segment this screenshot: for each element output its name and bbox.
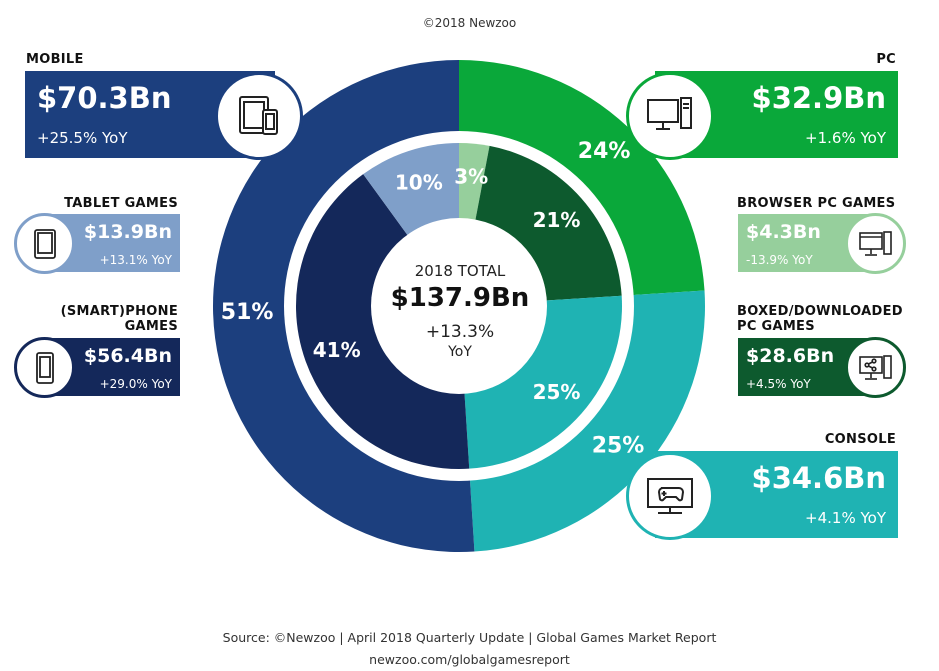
center-growth: +13.3%	[425, 322, 495, 342]
tablet-title: TABLET GAMES	[64, 196, 178, 211]
inner-label-4: 10%	[395, 170, 443, 194]
console-value: $34.6Bn	[751, 461, 886, 495]
desktop-computer-icon	[626, 72, 714, 160]
phone-title-line1: (SMART)PHONE	[60, 304, 178, 319]
boxed-yoy: +4.5% YoY	[746, 377, 811, 391]
outer-label-1: 25%	[592, 434, 645, 459]
center-hole	[371, 218, 547, 394]
tablet-phone-icon	[215, 72, 303, 160]
phone-title-line2: GAMES	[124, 319, 178, 334]
mobile-value: $70.3Bn	[37, 81, 172, 115]
inner-label-2: 25%	[533, 380, 581, 404]
tablet-value: $13.9Bn	[83, 221, 172, 243]
inner-label-0: 3%	[454, 165, 488, 189]
browser-computer-icon	[845, 213, 906, 274]
console-title: CONSOLE	[824, 432, 896, 447]
center-title: 2018 TOTAL	[414, 262, 506, 280]
pc-value: $32.9Bn	[751, 81, 886, 115]
browser-value: $4.3Bn	[746, 221, 821, 243]
outer-label-0: 24%	[578, 139, 631, 164]
pc-title: PC	[876, 52, 896, 67]
outer-label-2: 51%	[221, 300, 274, 325]
mobile-title: MOBILE	[26, 52, 84, 67]
phone-title: (SMART)PHONE GAMES	[40, 304, 178, 334]
tablet-icon	[14, 213, 75, 274]
copyright-text: ©2018 Newzoo	[422, 16, 517, 30]
center-total: $137.9Bn	[390, 283, 530, 313]
browser-title: BROWSER PC GAMES	[737, 196, 896, 211]
source-url: newzoo.com/globalgamesreport	[369, 652, 570, 667]
inner-label-1: 21%	[533, 208, 581, 232]
boxed-title-line1: BOXED/DOWNLOADED	[737, 304, 903, 319]
inner-label-3: 41%	[313, 338, 361, 362]
smartphone-icon	[14, 337, 75, 398]
source-text: Source: ©Newzoo | April 2018 Quarterly U…	[222, 630, 717, 645]
mobile-yoy: +25.5% YoY	[37, 129, 128, 147]
pc-yoy: +1.6% YoY	[805, 129, 886, 147]
center-growth-unit: YoY	[448, 344, 472, 360]
browser-yoy: -13.9% YoY	[746, 253, 813, 267]
boxed-value: $28.6Bn	[746, 345, 835, 367]
boxed-title: BOXED/DOWNLOADED PC GAMES	[737, 304, 903, 334]
boxed-title-line2: PC GAMES	[737, 319, 815, 334]
tv-gamepad-icon	[626, 452, 714, 540]
console-yoy: +4.1% YoY	[805, 509, 886, 527]
download-computer-icon	[845, 337, 906, 398]
phone-value: $56.4Bn	[83, 345, 172, 367]
tablet-yoy: +13.1% YoY	[99, 253, 172, 267]
phone-yoy: +29.0% YoY	[99, 377, 172, 391]
